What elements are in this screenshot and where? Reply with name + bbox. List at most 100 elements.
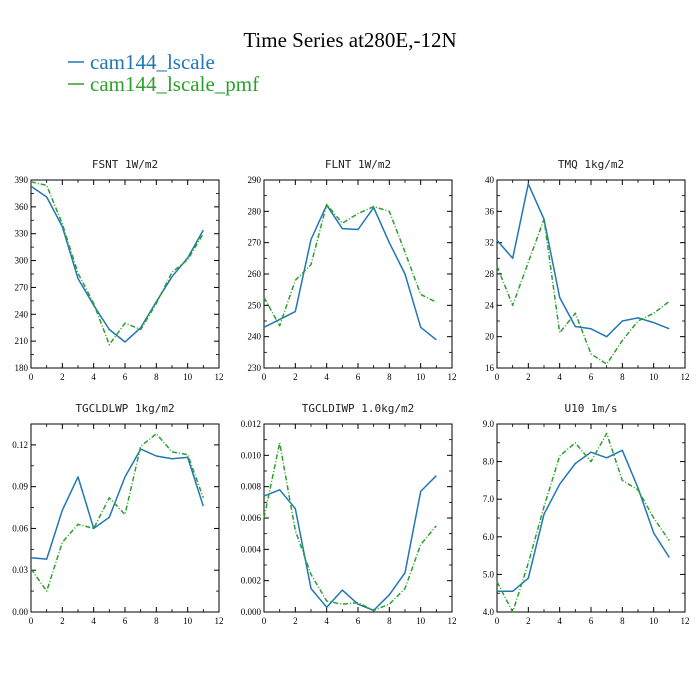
y-tick-label: 0.000 — [241, 607, 262, 617]
x-tick-label: 6 — [589, 616, 594, 626]
x-tick-label: 6 — [589, 372, 594, 382]
y-tick-label: 280 — [248, 206, 262, 216]
x-tick-label: 6 — [356, 372, 361, 382]
x-tick-label: 12 — [215, 616, 224, 626]
x-tick-label: 8 — [154, 616, 159, 626]
x-tick-label: 4 — [324, 372, 329, 382]
y-tick-label: 250 — [248, 300, 262, 310]
y-tick-label: 5.0 — [483, 569, 495, 579]
panel-title: FSNT 1W/m2 — [92, 158, 158, 171]
plot-frame — [263, 423, 453, 613]
y-tick-label: 390 — [15, 175, 29, 185]
figure-title: Time Series at280E,-12N — [243, 28, 456, 52]
series-line-2 — [496, 432, 670, 613]
x-tick-label: 0 — [495, 616, 500, 626]
legend: cam144_lscale cam144_lscale_pmf — [68, 50, 259, 96]
series-line-2 — [30, 181, 204, 346]
panel-2: FLNT 1W/m2 0 2 4 6 8 10 12 230 240 250 260 270 280 290 — [248, 158, 457, 382]
x-tick-label: 6 — [123, 372, 128, 382]
y-tick-label: 240 — [15, 309, 29, 319]
y-tick-label: 210 — [15, 336, 29, 346]
x-tick-label: 0 — [29, 616, 34, 626]
x-tick-label: 4 — [91, 372, 96, 382]
series-line-1 — [263, 475, 437, 612]
x-tick-label: 10 — [416, 616, 426, 626]
y-tick-label: 0.06 — [12, 523, 28, 533]
y-tick-label: 270 — [248, 238, 262, 248]
x-tick-label: 0 — [262, 616, 267, 626]
series-line-2 — [30, 432, 205, 592]
y-tick-label: 8.0 — [483, 457, 495, 467]
series-line-1 — [30, 185, 204, 343]
x-tick-label: 8 — [387, 372, 392, 382]
y-tick-label: 180 — [15, 363, 29, 373]
x-tick-label: 12 — [681, 372, 690, 382]
panel-title: U10 1m/s — [565, 402, 618, 415]
y-tick-label: 24 — [485, 300, 495, 310]
x-tick-label: 0 — [29, 372, 34, 382]
y-tick-label: 300 — [15, 256, 29, 266]
panel-title: FLNT 1W/m2 — [325, 158, 391, 171]
legend-label-2: cam144_lscale_pmf — [90, 72, 259, 96]
y-tick-label: 16 — [485, 363, 495, 373]
y-tick-label: 0.006 — [241, 513, 262, 523]
x-tick-label: 2 — [526, 616, 531, 626]
series-line-1 — [497, 449, 670, 593]
plot-frame — [263, 179, 453, 369]
y-tick-label: 260 — [248, 269, 262, 279]
panel-title: TMQ 1kg/m2 — [558, 158, 624, 171]
y-tick-label: 28 — [485, 269, 495, 279]
x-tick-label: 10 — [183, 616, 193, 626]
y-tick-label: 0.00 — [12, 607, 28, 617]
series-line-2 — [263, 203, 437, 327]
plot-frame — [30, 179, 220, 369]
y-tick-label: 230 — [248, 363, 262, 373]
x-tick-label: 12 — [448, 616, 457, 626]
y-tick-label: 0.008 — [241, 482, 262, 492]
y-tick-label: 0.004 — [241, 544, 262, 554]
x-tick-label: 6 — [356, 616, 361, 626]
panel-5: TGCLDIWP 1.0kg/m2 0 2 4 6 8 10 12 0.000 0.002 0.00… — [241, 402, 457, 626]
series-line-1 — [30, 448, 205, 560]
x-tick-label: 8 — [154, 372, 159, 382]
legend-label-1: cam144_lscale — [90, 50, 215, 74]
y-tick-label: 270 — [15, 282, 29, 292]
series-line-2 — [496, 218, 670, 365]
y-tick-label: 330 — [15, 229, 29, 239]
y-tick-label: 9.0 — [483, 419, 495, 429]
x-tick-label: 8 — [387, 616, 392, 626]
x-tick-label: 0 — [495, 372, 500, 382]
y-tick-label: 20 — [485, 332, 495, 342]
x-tick-label: 2 — [293, 616, 298, 626]
panel-4: TGCLDLWP 1kg/m2 0 2 4 6 8 10 12 0.00 0.03 0.06 0.09… — [12, 402, 223, 626]
x-tick-label: 8 — [620, 372, 625, 382]
x-tick-label: 2 — [60, 372, 65, 382]
x-tick-label: 4 — [557, 372, 562, 382]
panel-title: TGCLDIWP 1.0kg/m2 — [302, 402, 415, 415]
panel-title: TGCLDLWP 1kg/m2 — [75, 402, 174, 415]
x-tick-label: 2 — [293, 372, 298, 382]
series-line-1 — [263, 204, 437, 341]
y-tick-label: 40 — [485, 175, 495, 185]
x-tick-label: 12 — [215, 372, 224, 382]
y-tick-label: 360 — [15, 202, 29, 212]
x-tick-label: 12 — [681, 616, 690, 626]
plot-frame — [496, 179, 686, 369]
x-tick-label: 4 — [324, 616, 329, 626]
y-tick-label: 0.012 — [241, 419, 261, 429]
x-tick-label: 10 — [649, 616, 659, 626]
panel-1: FSNT 1W/m2 0 2 4 6 8 10 12 180 210 240 270 300 330 360… — [15, 158, 224, 382]
x-tick-label: 10 — [416, 372, 426, 382]
panel-6: U10 1m/s 0 2 4 6 8 10 12 4.0 5.0 6.0 7.0 8.0 9.0 — [483, 402, 690, 626]
x-tick-label: 0 — [262, 372, 267, 382]
y-tick-label: 36 — [485, 206, 495, 216]
x-tick-label: 8 — [620, 616, 625, 626]
x-tick-label: 2 — [526, 372, 531, 382]
y-tick-label: 240 — [248, 332, 262, 342]
x-tick-label: 12 — [448, 372, 457, 382]
series-line-1 — [496, 183, 670, 338]
y-tick-label: 7.0 — [483, 494, 495, 504]
x-tick-label: 10 — [649, 372, 659, 382]
x-tick-label: 10 — [183, 372, 193, 382]
